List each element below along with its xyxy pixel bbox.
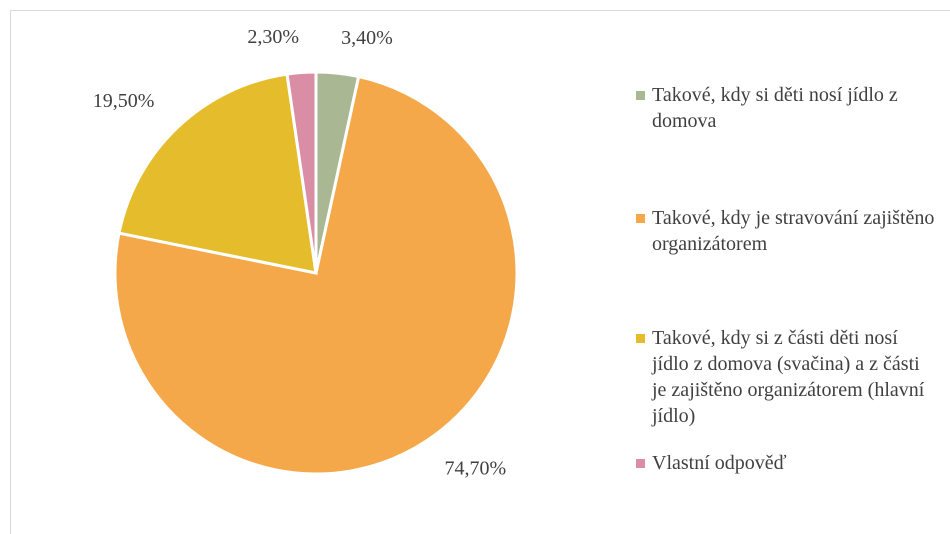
pie-slice xyxy=(285,70,318,274)
legend-item: Takové, kdy je stravování zajištěno orga… xyxy=(636,205,936,257)
legend-item: Vlastní odpověď xyxy=(636,450,936,476)
legend-swatch xyxy=(636,91,645,100)
legend-swatch xyxy=(636,334,645,343)
legend-label: Takové, kdy si z části děti nosí jídlo z… xyxy=(652,327,925,427)
pie-slice xyxy=(117,72,318,275)
pie-slice xyxy=(113,74,519,476)
chart-frame xyxy=(10,10,950,534)
legend-label: Takové, kdy si děti nosí jídlo z domova xyxy=(652,84,898,132)
legend-label: Takové, kdy je stravování zajištěno orga… xyxy=(652,207,935,255)
legend-swatch xyxy=(636,214,645,223)
data-label: 3,40% xyxy=(341,27,393,49)
legend-label: Vlastní odpověď xyxy=(652,452,787,474)
data-label: 2,30% xyxy=(247,26,299,48)
legend-item: Takové, kdy si z části děti nosí jídlo z… xyxy=(636,325,936,429)
legend-swatch xyxy=(636,459,645,468)
legend-item: Takové, kdy si děti nosí jídlo z domova xyxy=(636,82,936,134)
data-label: 74,70% xyxy=(445,457,507,479)
data-label: 19,50% xyxy=(93,90,155,112)
